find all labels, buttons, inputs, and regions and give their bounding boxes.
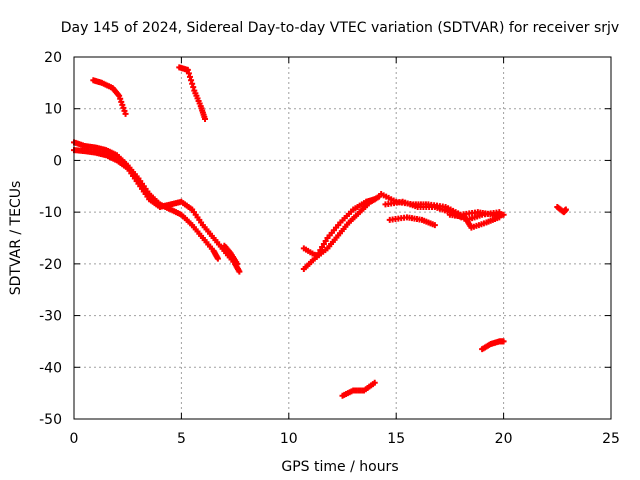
data-point <box>315 250 322 257</box>
x-tick-label: 25 <box>602 431 620 447</box>
data-point <box>562 206 569 213</box>
data-point <box>371 379 378 386</box>
data-point <box>234 260 241 267</box>
data-point <box>116 92 123 99</box>
data-point <box>188 77 195 84</box>
data-point <box>185 70 192 77</box>
plot-frame <box>73 56 612 420</box>
y-tick-label: 0 <box>53 153 62 169</box>
series-arc-g <box>300 196 378 260</box>
data-point <box>214 255 221 262</box>
y-tick-label: 20 <box>44 50 62 66</box>
ticks-layer: 0 5 10 15 20 25 -50 -40 -30 -20 -10 0 10 20 <box>39 50 620 447</box>
data-point <box>184 66 191 73</box>
x-tick-label: 15 <box>387 431 405 447</box>
y-tick-label: -30 <box>39 309 62 325</box>
data-point <box>431 222 438 229</box>
data-point <box>313 253 320 260</box>
series-arc-n <box>554 203 569 216</box>
data-point <box>122 110 129 117</box>
grid-layer <box>74 57 611 419</box>
series-arc-l <box>339 379 378 399</box>
data-point <box>320 241 327 248</box>
series-arc-e <box>221 242 241 267</box>
x-tick-label: 0 <box>70 431 79 447</box>
data-point <box>500 338 507 345</box>
data-point <box>236 268 243 275</box>
y-tick-label: -20 <box>39 257 62 273</box>
data-point <box>496 209 503 216</box>
data-point <box>322 238 329 245</box>
data-point <box>496 214 503 221</box>
data-point <box>119 101 126 108</box>
data-point <box>319 244 326 251</box>
data-point <box>317 247 324 254</box>
y-axis-label: SDTVAR / TECUs <box>8 181 24 296</box>
series-arc-k <box>446 211 503 231</box>
series-arc-f <box>300 193 383 273</box>
data-point <box>186 73 193 80</box>
data-point <box>121 107 128 114</box>
series-arc-b <box>71 147 243 275</box>
y-tick-label: -10 <box>39 205 62 221</box>
data-point <box>371 196 378 203</box>
data-point <box>190 84 197 91</box>
series-arc-m <box>479 338 507 353</box>
data-point <box>202 116 209 123</box>
y-tick-label: -40 <box>39 360 62 376</box>
series-arc-c <box>90 77 129 117</box>
series-arc-d <box>176 64 209 123</box>
series-arc-a <box>71 139 221 262</box>
y-tick-label: -50 <box>39 412 62 428</box>
data-point <box>189 80 196 87</box>
chart-title: Day 145 of 2024, Sidereal Day-to-day VTE… <box>61 20 619 36</box>
data-point <box>117 95 124 102</box>
x-tick-label: 5 <box>177 431 186 447</box>
x-axis-label: GPS time / hours <box>281 459 398 475</box>
data-point <box>120 104 127 111</box>
series-arc-j <box>386 214 438 229</box>
data-point <box>118 98 125 105</box>
x-tick-label: 20 <box>495 431 513 447</box>
x-tick-label: 10 <box>280 431 298 447</box>
data-layer <box>71 64 569 399</box>
y-tick-label: 10 <box>44 102 62 118</box>
data-point <box>500 211 507 218</box>
